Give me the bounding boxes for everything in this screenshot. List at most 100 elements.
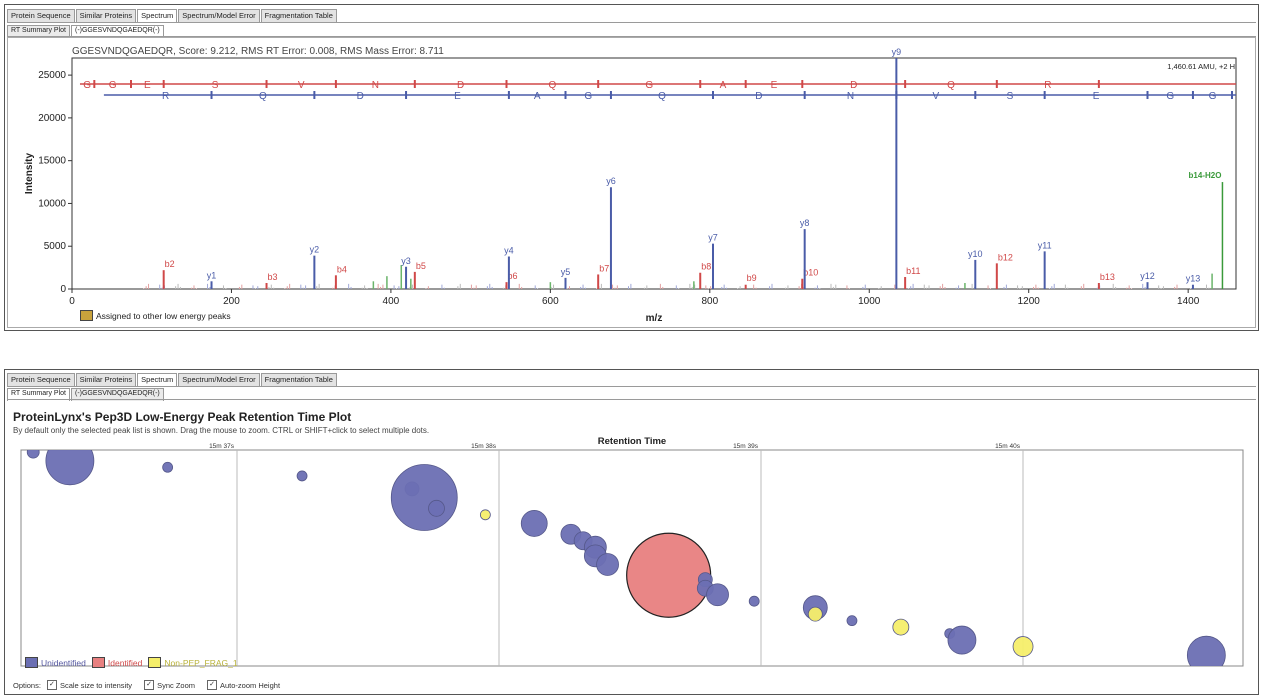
checkbox[interactable]: ✓ [144,680,155,690]
rt-dot [748,595,760,607]
b-ion-label: b4 [337,264,347,274]
x-tick-label: 0 [69,296,75,307]
tab-spectrum[interactable]: Spectrum [137,373,178,386]
subtab-ggesvndqgaedqr[interactable]: (-)GGESVNDQGAEDQR(-) [70,388,164,401]
rt-dot [428,499,445,517]
rt-dot [26,450,40,459]
options-label: Options: [13,680,41,690]
legend-item-unidentified[interactable]: Unidentified [25,657,86,668]
b-ladder-residue: G [645,80,653,91]
y-ladder-residue: D [755,91,762,102]
rt-dot [596,553,619,576]
b-ion-label: b8 [701,262,711,272]
legend-label: Assigned to other low energy peaks [96,310,231,321]
b-ion-label: b13 [1100,272,1115,282]
rt-dot [846,615,858,627]
rt-dot [162,461,174,473]
checkbox[interactable]: ✓ [46,680,57,690]
y-ion-label: y9 [892,47,902,57]
tab-similar-proteins[interactable]: Similar Proteins [75,373,137,386]
subtab-ggesvndqgaedqr[interactable]: (-)GGESVNDQGAEDQR(-) [70,25,164,38]
y-tick-label: 10000 [38,198,66,209]
sub-tab-bar: RT Summary Plot (-)GGESVNDQGAEDQR(-) [7,25,164,38]
y-ion-label: y5 [561,267,571,277]
y-ion-label: y12 [1140,271,1155,281]
checkbox[interactable]: ✓ [207,680,217,690]
b-ion-label: b11 [906,266,920,276]
b-ion-label: b7 [599,263,609,273]
option-auto-zoom-height[interactable]: ✓ Auto-zoom Height [207,680,280,690]
y-ladder-residue: G [1166,91,1174,102]
tab-protein-sequence[interactable]: Protein Sequence [7,9,75,22]
spectrum-legend: Assigned to other low energy peaks [80,310,231,321]
tab-fragmentation-table[interactable]: Fragmentation Table [260,9,337,22]
checkbox-label: Scale size to intensity [59,680,133,690]
y-ladder-residue: Q [259,91,267,102]
legend-label: Identified [107,657,143,668]
legend-item-identified[interactable]: Identified [91,657,143,668]
option-sync-zoom[interactable]: ✓ Sync Zoom [144,680,195,690]
y-axis-label: Intensity [24,153,35,195]
rt-dot [807,606,823,622]
b-ion-label: b3 [268,272,278,282]
spectrum-view[interactable]: GGESVNDQGAEDQR, Score: 9.212, RMS RT Err… [7,37,1256,328]
x-tick-label: 400 [383,296,400,307]
plot-title: ProteinLynx's Pep3D Low-Energy Peak Rete… [13,410,352,424]
rt-chart[interactable]: Retention Time 15m 37s 15m 38s 15m 39s 15m 4… [7,436,1256,676]
plot-subtitle: By default only the selected peak list i… [13,426,430,435]
options-list: ✓ Scale size to intensity ✓ Sync Zoom ✓ Auto-… [46,680,280,690]
rt-dot [626,532,712,618]
checkbox-label: Sync Zoom [157,680,195,690]
tab-fragmentation-table[interactable]: Fragmentation Table [260,373,337,386]
subtab-rt-summary-plot[interactable]: RT Summary Plot [7,388,70,401]
tab-spectrum-model-error[interactable]: Spectrum/Model Error [178,9,260,22]
tab-spectrum[interactable]: Spectrum [137,9,178,22]
y-ion-label: y6 [606,176,616,186]
tab-divider [7,22,1256,23]
y-ladder-residue: N [847,91,854,102]
b-ladder-residue: Q [548,80,556,91]
rt-dot [390,464,458,531]
tab-similar-proteins[interactable]: Similar Proteins [75,9,137,22]
x-axis-label: m/z [646,313,663,324]
rt-panel: Protein Sequence Similar Proteins Spectrum… [4,369,1259,695]
option-scale-size-to-intensity[interactable]: ✓ Scale size to intensity [46,680,133,690]
main-tab-bar: Protein Sequence Similar Proteins Spectrum… [7,373,337,386]
x-tick-label: 15m 38s [471,443,497,450]
options-bar: Options: ✓ Scale size to intensity ✓ Sync Z… [13,680,280,690]
y-tick-label: 25000 [38,70,66,81]
rt-dot [296,470,308,482]
y-ladder-residue: R [162,91,169,102]
checkbox-label: Auto-zoom Height [220,680,281,690]
legend-swatch [148,657,162,668]
b-ladder-residue: E [771,80,778,91]
b-ladder-residue: A [720,80,727,91]
rt-dot [1186,635,1226,666]
b-ion-label: b5 [416,261,426,271]
b-ion-label: b6 [508,271,518,281]
rt-dot [45,450,95,486]
y-tick-label: 20000 [38,113,66,124]
y-ion-label: y1 [207,270,217,280]
legend-item-non-pep-frag-1[interactable]: Non-PEP_FRAG_1 [148,657,238,668]
y-ladder-residue: E [454,91,461,102]
spectrum-panel: Protein Sequence Similar Proteins Spectrum… [4,4,1259,331]
spectrum-chart[interactable]: GGESVNDQGAEDQR, Score: 9.212, RMS RT Err… [8,38,1255,327]
y-tick-label: 5000 [44,241,67,252]
y-ladder-residue: V [932,91,939,102]
y-ladder-residue: E [1093,91,1100,102]
x-tick-label: 1200 [1018,296,1041,307]
tab-divider [7,386,1256,387]
x-tick-label: 15m 40s [995,443,1021,450]
y-ladder-residue: A [534,91,541,102]
subtab-rt-summary-plot[interactable]: RT Summary Plot [7,25,70,38]
b-ladder-residue: G [109,80,117,91]
x-tick-label: 200 [223,296,240,307]
sub-tab-bar: RT Summary Plot (-)GGESVNDQGAEDQR(-) [7,388,164,401]
rt-legend: Unidentified Identified Non-PEP_FRAG_1 [25,657,238,668]
tab-protein-sequence[interactable]: Protein Sequence [7,373,75,386]
b-ladder-residue: D [850,80,857,91]
x-tick-label: 1000 [858,296,881,307]
rt-dot [479,509,491,521]
tab-spectrum-model-error[interactable]: Spectrum/Model Error [178,373,260,386]
